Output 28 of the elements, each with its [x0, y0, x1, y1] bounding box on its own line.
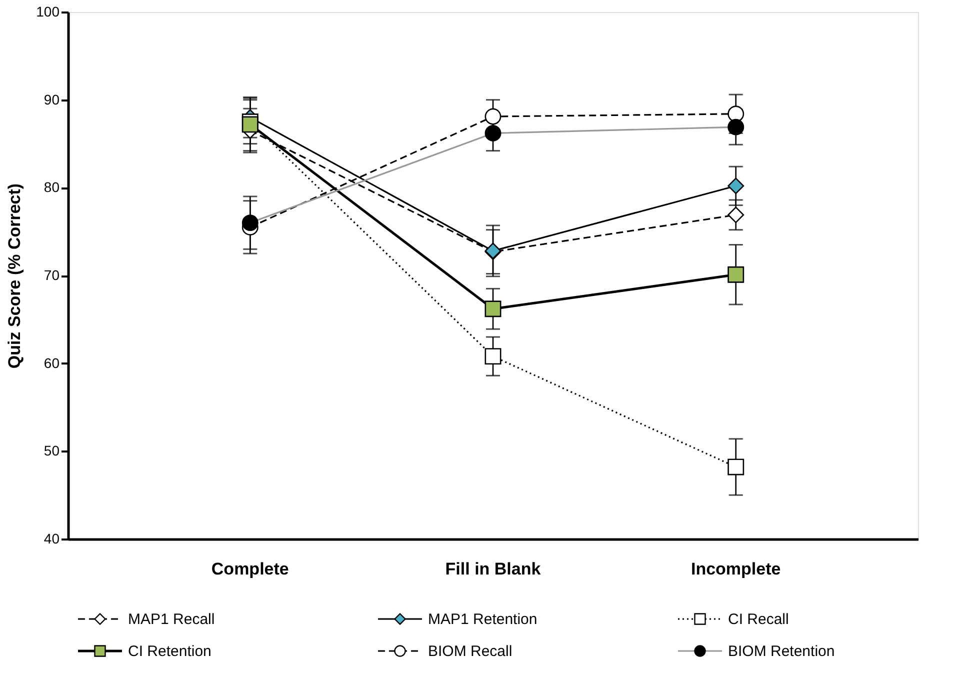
- legend-label: MAP1 Retention: [428, 611, 538, 628]
- y-axis-title: Quiz Score (% Correct): [5, 183, 24, 369]
- point: [242, 214, 258, 232]
- y-tick-label: 40: [44, 530, 60, 546]
- x-tick-label: Incomplete: [690, 560, 781, 578]
- legend-label: BIOM Retention: [728, 643, 835, 660]
- x-tick-label: Fill in Blank: [445, 560, 542, 578]
- x-tick-label: Complete: [211, 560, 289, 578]
- point: [728, 178, 744, 194]
- point: [728, 206, 744, 224]
- point: [484, 124, 502, 142]
- legend-label: CI Retention: [128, 643, 212, 660]
- y-tick-label: 90: [44, 91, 60, 108]
- y-tick-label: 100: [36, 4, 60, 20]
- point: [728, 118, 744, 136]
- legend-label: BIOM Recall: [428, 643, 512, 660]
- point: [484, 348, 502, 365]
- y-tick-label: 50: [44, 442, 60, 459]
- legend-label: CI Recall: [728, 611, 789, 628]
- legend-label: MAP1 Recall: [128, 611, 215, 628]
- point: [728, 106, 744, 122]
- point: [484, 300, 502, 318]
- point: [484, 108, 502, 125]
- point: [728, 266, 744, 283]
- point: [728, 458, 744, 476]
- y-tick-label: 60: [44, 354, 60, 371]
- y-tick-label: 70: [44, 267, 60, 283]
- y-tick-label: 80: [44, 179, 60, 196]
